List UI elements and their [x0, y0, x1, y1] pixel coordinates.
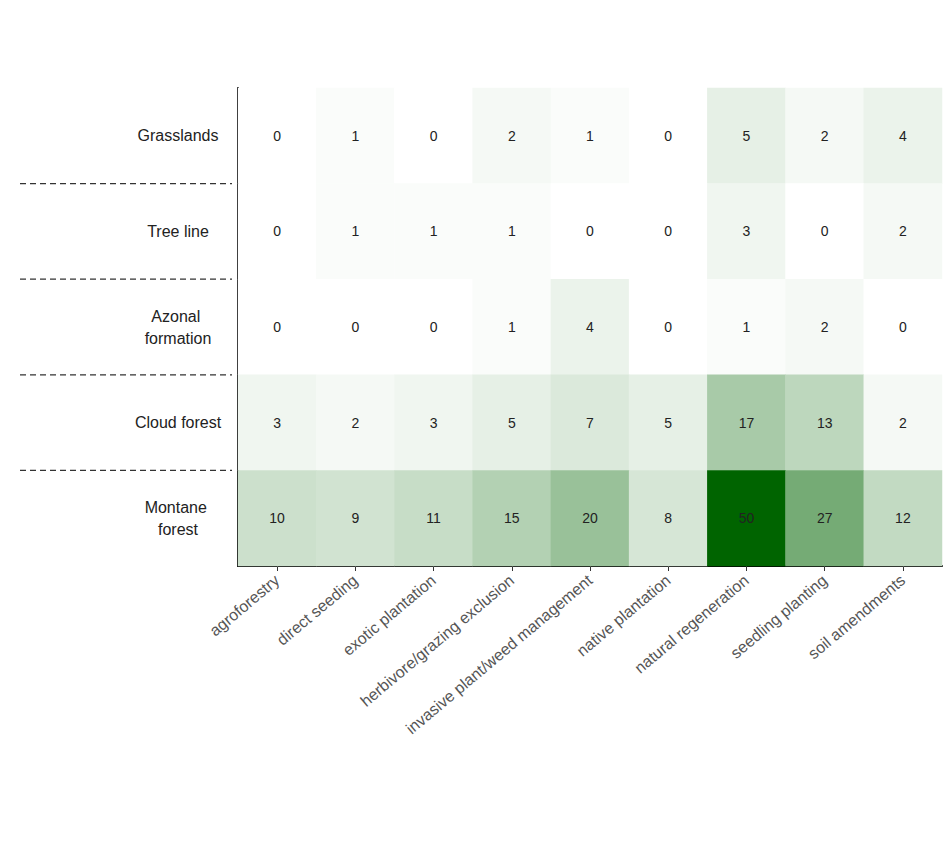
svg-text:0: 0: [430, 319, 438, 335]
svg-text:5: 5: [743, 128, 751, 144]
svg-text:1: 1: [586, 128, 594, 144]
svg-text:1: 1: [508, 223, 516, 239]
svg-text:0: 0: [586, 223, 594, 239]
svg-text:1: 1: [351, 128, 359, 144]
svg-text:soil amendments: soil amendments: [805, 571, 909, 662]
svg-text:invasive plant/weed management: invasive plant/weed management: [403, 571, 596, 737]
svg-text:1: 1: [430, 223, 438, 239]
svg-text:4: 4: [586, 319, 594, 335]
svg-text:15: 15: [504, 510, 520, 526]
svg-text:2: 2: [899, 415, 907, 431]
svg-text:0: 0: [273, 223, 281, 239]
svg-text:2: 2: [508, 128, 516, 144]
svg-text:0: 0: [273, 128, 281, 144]
svg-text:9: 9: [351, 510, 359, 526]
svg-text:20: 20: [582, 510, 598, 526]
svg-text:Cloud forest: Cloud forest: [135, 414, 222, 431]
svg-text:50: 50: [739, 510, 755, 526]
svg-text:0: 0: [273, 319, 281, 335]
svg-text:11: 11: [426, 510, 441, 526]
svg-text:Montane: Montane: [145, 499, 212, 516]
svg-text:forest: forest: [158, 521, 199, 538]
svg-text:27: 27: [817, 510, 833, 526]
svg-text:0: 0: [430, 128, 438, 144]
svg-text:1: 1: [508, 319, 516, 335]
svg-text:herbivore/grazing exclusion: herbivore/grazing exclusion: [357, 571, 517, 709]
svg-text:0: 0: [664, 319, 672, 335]
svg-text:4: 4: [899, 128, 907, 144]
svg-text:3: 3: [430, 415, 438, 431]
svg-text:2: 2: [821, 128, 829, 144]
svg-text:13: 13: [817, 415, 833, 431]
svg-text:formation: formation: [145, 330, 212, 347]
svg-text:Grasslands: Grasslands: [138, 127, 219, 144]
svg-text:natural regeneration: natural regeneration: [631, 571, 752, 676]
svg-text:exotic plantation: exotic plantation: [339, 571, 439, 659]
svg-text:3: 3: [743, 223, 751, 239]
svg-text:seedling planting: seedling planting: [727, 571, 831, 662]
svg-text:0: 0: [899, 319, 907, 335]
svg-text:2: 2: [899, 223, 907, 239]
svg-text:1: 1: [743, 319, 751, 335]
svg-text:0: 0: [664, 223, 672, 239]
svg-text:17: 17: [739, 415, 755, 431]
svg-text:5: 5: [664, 415, 672, 431]
svg-text:12: 12: [895, 510, 911, 526]
svg-text:direct seeding: direct seeding: [274, 571, 361, 648]
svg-text:8: 8: [664, 510, 672, 526]
svg-text:2: 2: [821, 319, 829, 335]
svg-text:2: 2: [351, 415, 359, 431]
svg-text:0: 0: [664, 128, 672, 144]
svg-text:Azonal: Azonal: [151, 308, 204, 325]
svg-text:0: 0: [821, 223, 829, 239]
svg-text:3: 3: [273, 415, 281, 431]
svg-text:0: 0: [351, 319, 359, 335]
svg-text:10: 10: [269, 510, 285, 526]
svg-text:7: 7: [586, 415, 594, 431]
svg-text:native plantation: native plantation: [573, 571, 674, 660]
svg-text:5: 5: [508, 415, 516, 431]
svg-text:Tree line: Tree line: [147, 223, 209, 240]
svg-text:1: 1: [351, 223, 359, 239]
svg-text:agroforestry: agroforestry: [206, 571, 282, 639]
